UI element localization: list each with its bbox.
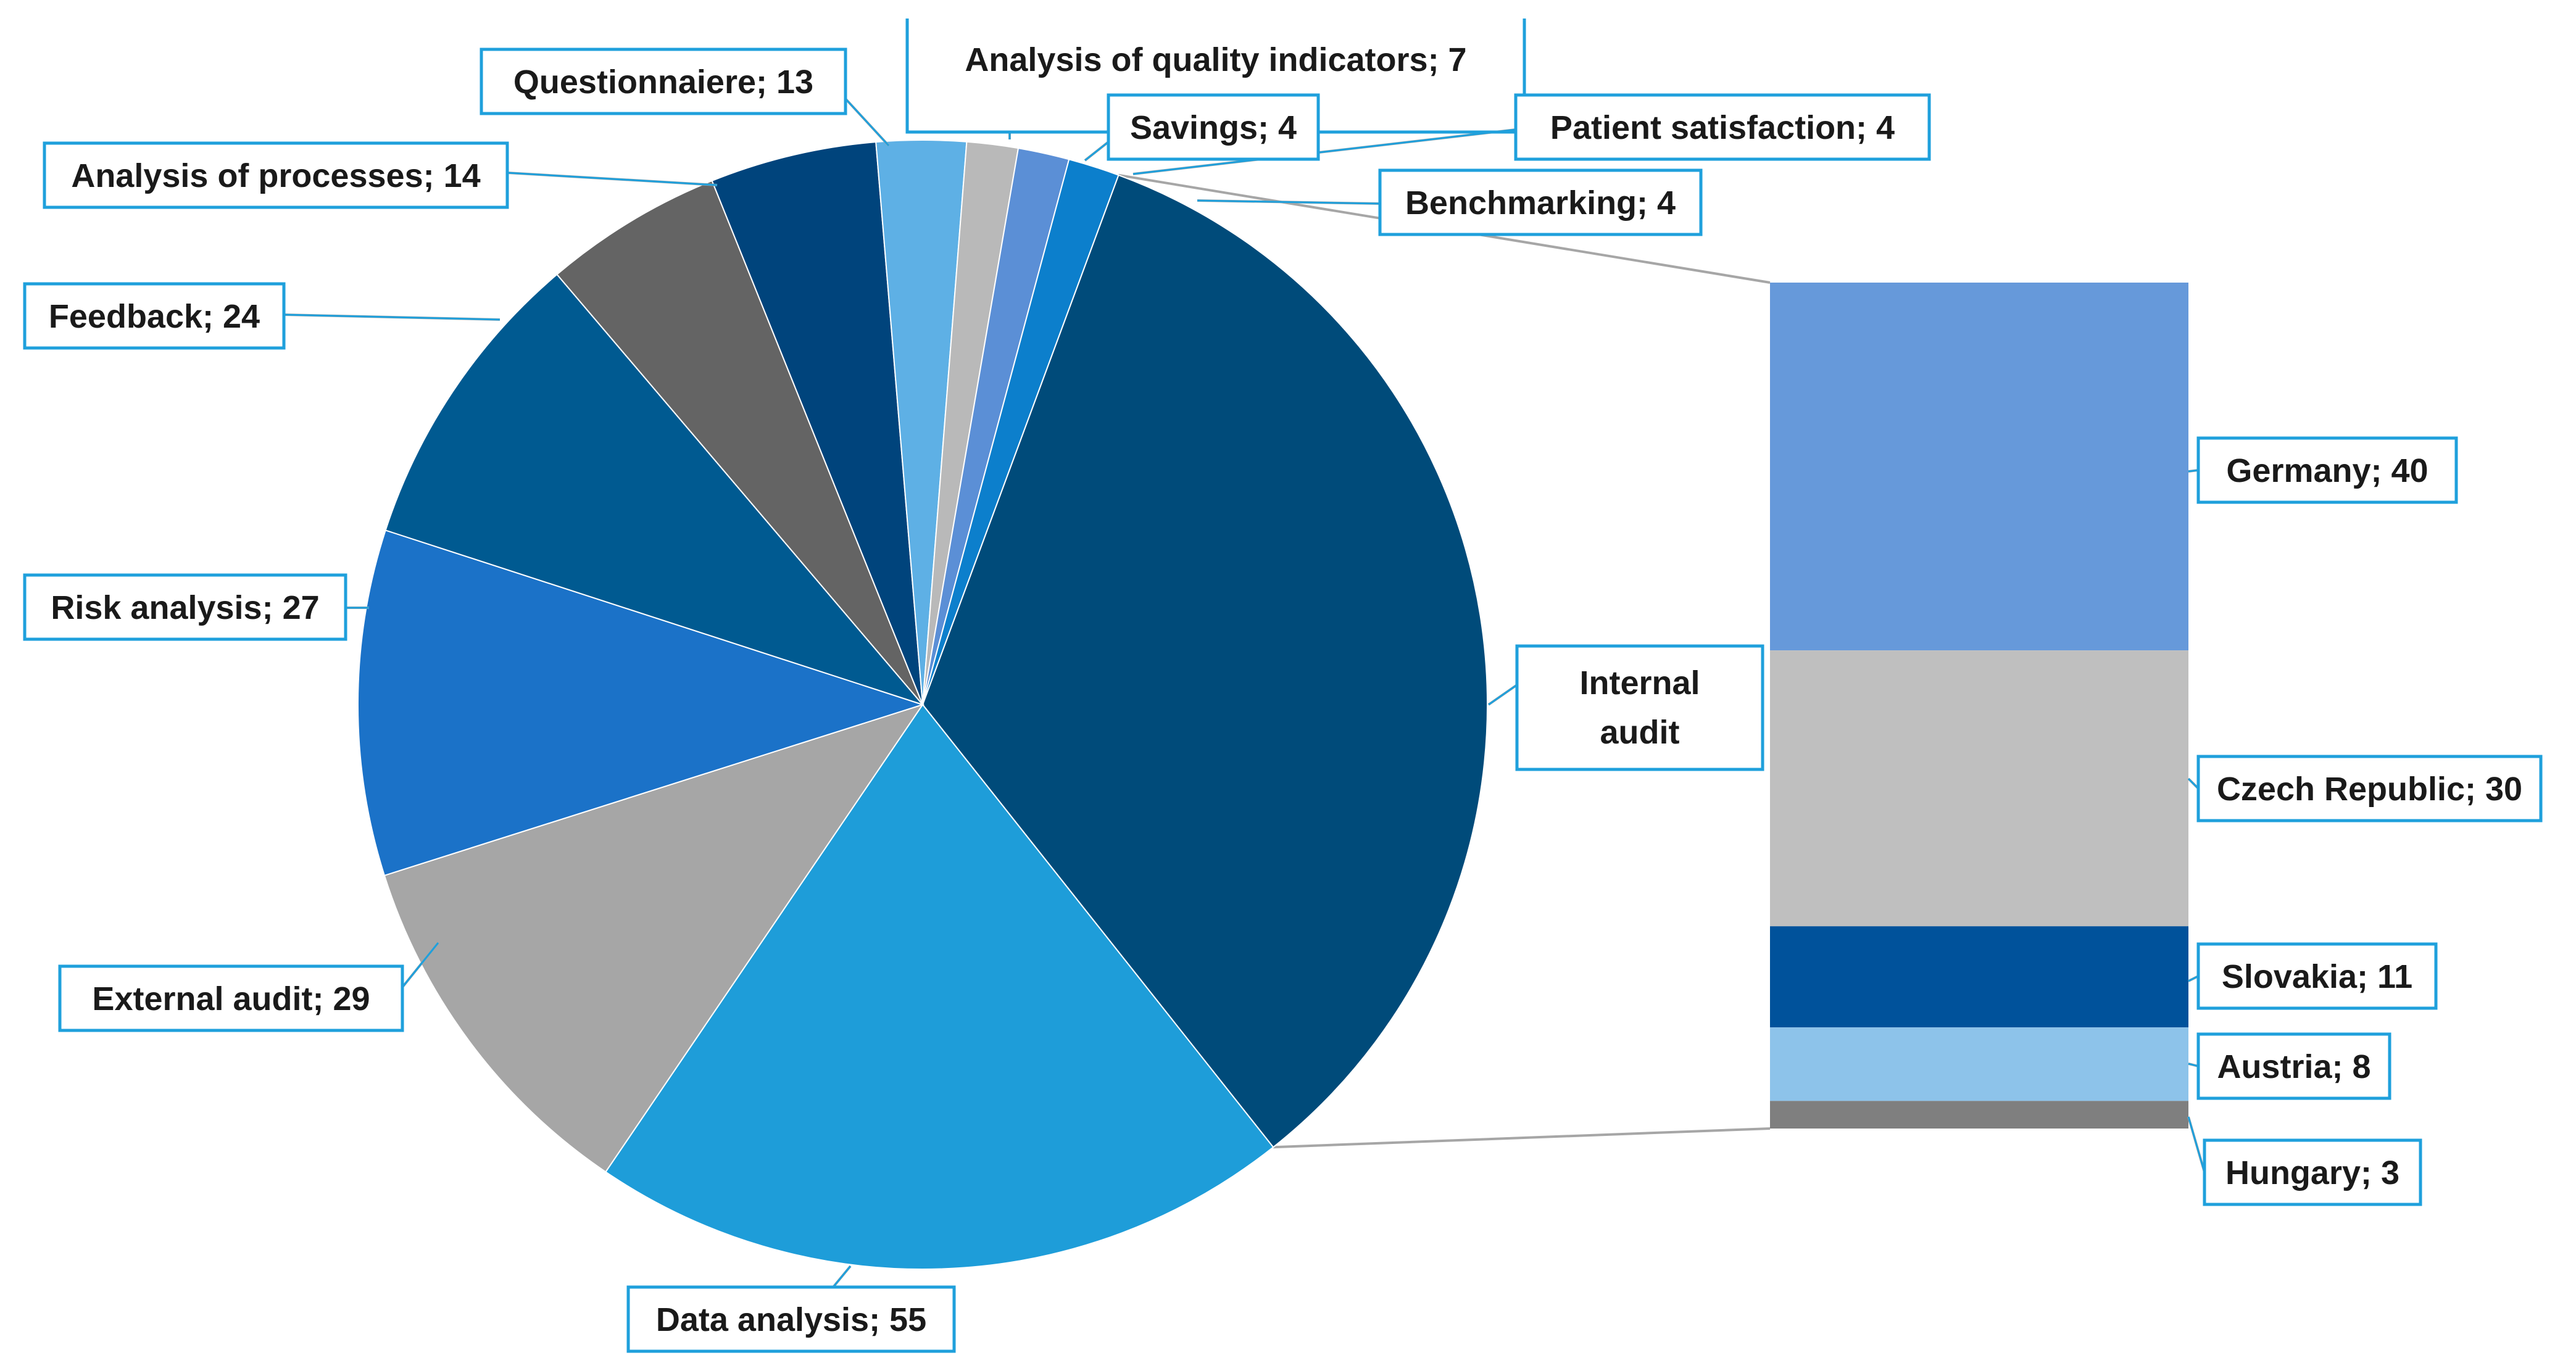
- data-label-pie-external-audit-2: External audit; 29: [92, 980, 370, 1017]
- pie-slice-risk-analysis: [357, 529, 925, 877]
- data-label-pie-data-analysis-1: Data analysis; 55: [656, 1301, 926, 1338]
- label-box-pie-risk-analysis-3: [23, 573, 347, 641]
- label-box-pie-savings-8: [1107, 93, 1320, 161]
- callout-pointer-pie-data-analysis-1: [832, 1265, 852, 1288]
- callout-pointer-bar-czech-republic-1: [2187, 777, 2200, 790]
- data-label-bar-austria-3: Austria; 8: [2217, 1048, 2370, 1085]
- connector-line-bottom: [1273, 1127, 1771, 1149]
- label-box-pie-questionnaiere-6: [480, 48, 847, 115]
- label-box-bar-germany-0: [2196, 436, 2458, 504]
- pie-slice-external-audit: [383, 703, 924, 1173]
- label-box-bar-hungary-4: [2203, 1138, 2422, 1206]
- pie-slice-data-analysis: [605, 703, 1274, 1270]
- label-box-pie-internal-audit-0: [1515, 644, 1764, 771]
- callout-pointer-pie-external-audit-2: [401, 942, 439, 988]
- bar-segment-czech-republic: [1770, 650, 2188, 927]
- data-label-pie-risk-analysis-3: Risk analysis; 27: [51, 589, 319, 626]
- bar-segments: [1770, 283, 2188, 1129]
- label-box-pie-benchmarking-10: [1378, 168, 1703, 236]
- label-box-bar-czech-republic-1: [2196, 755, 2543, 822]
- bar-segment-austria: [1770, 1027, 2188, 1101]
- label-box-bar-slovakia-2: [2196, 942, 2438, 1010]
- data-label-pie-patient-satisfaction-9: Patient satisfaction; 4: [1550, 109, 1895, 146]
- label-box-pie-external-audit-2: [58, 964, 404, 1032]
- callout-pointer-bar-austria-3: [2188, 1062, 2199, 1067]
- callout-pointer-pie-patient-satisfaction-9: [1132, 128, 1516, 175]
- callout-pointer-pie-benchmarking-10: [1197, 199, 1381, 205]
- pie-slice-internal-audit: [921, 174, 1489, 1148]
- label-box-pie-analysis-of-processes-5: [43, 141, 509, 209]
- data-label-bar-czech-republic-1: Czech Republic; 30: [2217, 771, 2522, 808]
- label-box-bar-austria-3: [2196, 1032, 2391, 1100]
- data-label-pie-analysis-of-quality-indicators-7: Analysis of quality indicators; 7: [965, 41, 1466, 78]
- data-label-bar-hungary-4: Hungary; 3: [2225, 1154, 2399, 1191]
- callout-pointer-bar-slovakia-2: [2188, 975, 2199, 982]
- bar-segment-hungary: [1770, 1101, 2188, 1129]
- pie-slice-feedback: [384, 273, 925, 706]
- bar-segment-germany: [1770, 283, 2188, 651]
- leader-lines: [283, 97, 2206, 1288]
- callout-pointer-pie-savings-8: [1084, 141, 1109, 162]
- callout-pointer-pie-feedback-4: [283, 313, 501, 321]
- data-label-pie-savings-8: Savings; 4: [1130, 109, 1297, 146]
- data-label-pie-questionnaiere-6: Questionnaiere; 13: [513, 64, 813, 101]
- data-labels: Internal audit Data analysis; 55 External a…: [23, 19, 2543, 1353]
- data-label-bar-germany-0: Germany; 40: [2226, 452, 2428, 489]
- callout-pointer-pie-analysis-of-processes-5: [507, 172, 718, 186]
- callout-pointer-pie-internal-audit-0: [1488, 684, 1518, 706]
- bar-segment-slovakia: [1770, 926, 2188, 1028]
- data-label-pie-internal-audit-0-line-0: Internal: [1579, 665, 1700, 702]
- callout-pointer-pie-questionnaiere-6: [844, 97, 890, 147]
- callout-pointer-bar-hungary-4: [2187, 1116, 2206, 1173]
- data-label-pie-feedback-4: Feedback; 24: [49, 298, 260, 335]
- pie-slice-questionnaiere: [711, 141, 923, 705]
- data-label-pie-benchmarking-10: Benchmarking; 4: [1405, 184, 1676, 222]
- label-box-pie-data-analysis-1: [626, 1285, 956, 1353]
- callout-pointer-bar-germany-0: [2188, 469, 2199, 473]
- data-label-pie-internal-audit-0-line-1: audit: [1600, 714, 1680, 751]
- label-box-pie-feedback-4: [23, 282, 286, 350]
- pie-slices: [357, 139, 1489, 1270]
- label-box-pie-patient-satisfaction-9: [1514, 93, 1931, 161]
- data-label-pie-analysis-of-processes-5: Analysis of processes; 14: [71, 157, 480, 194]
- data-label-bar-slovakia-2: Slovakia; 11: [2222, 958, 2412, 995]
- pie-slice-benchmarking: [922, 159, 1120, 705]
